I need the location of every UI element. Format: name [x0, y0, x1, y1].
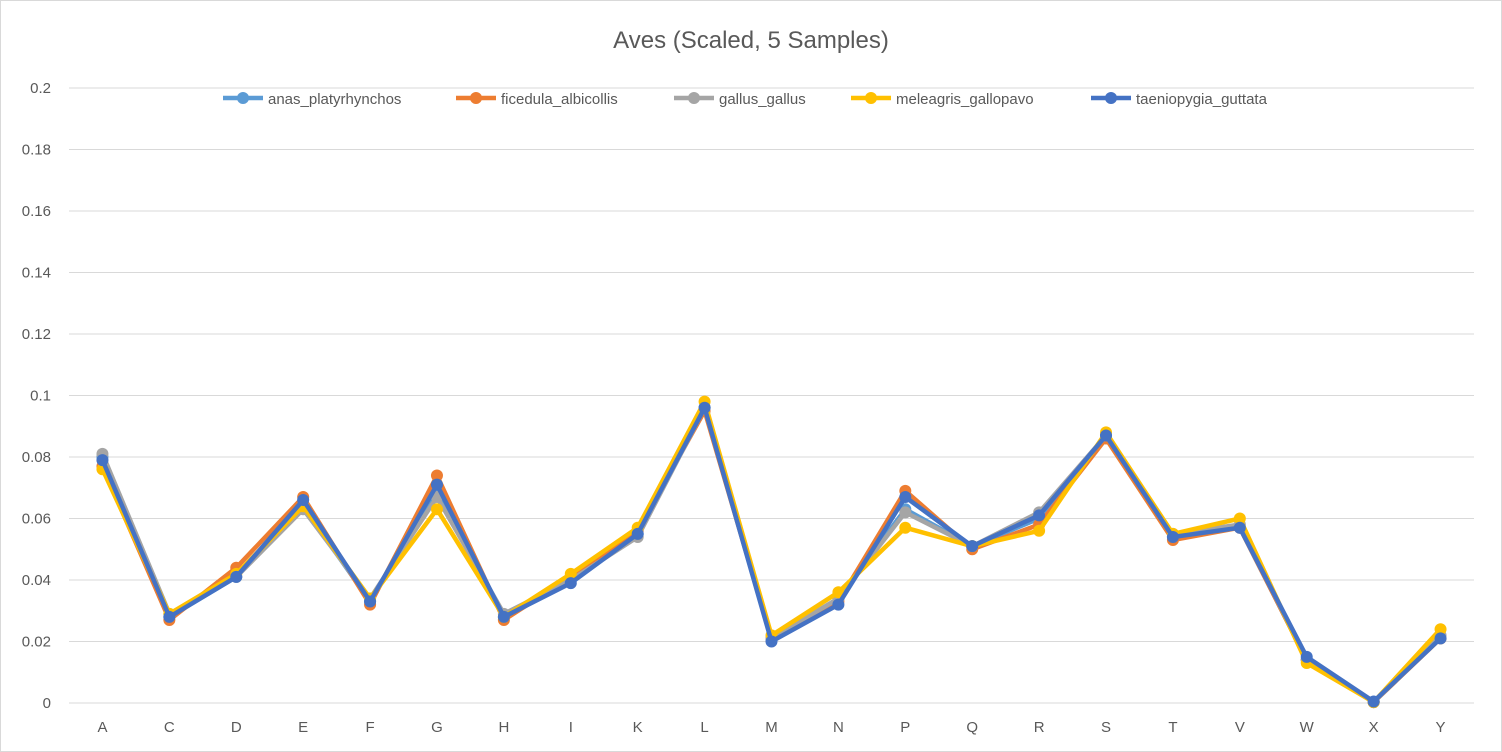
data-point [364, 595, 377, 608]
data-point [1434, 632, 1447, 645]
legend-label: ficedula_albicollis [501, 91, 618, 108]
data-point [1033, 509, 1046, 522]
y-tick-label: 0.06 [22, 511, 51, 528]
x-tick-label: D [231, 719, 242, 736]
x-tick-label: G [431, 719, 443, 736]
y-tick-label: 0.12 [22, 326, 51, 343]
y-tick-label: 0.1 [30, 388, 51, 405]
x-tick-label: K [633, 719, 643, 736]
x-tick-label: C [164, 719, 175, 736]
y-tick-label: 0.02 [22, 634, 51, 651]
x-tick-label: X [1369, 719, 1379, 736]
x-tick-label: W [1300, 719, 1315, 736]
data-point [631, 527, 644, 540]
series-taeniopygia_guttata [96, 401, 1447, 708]
y-tick-label: 0.16 [22, 203, 51, 220]
data-point [1367, 695, 1380, 708]
legend-label: anas_platyrhynchos [268, 91, 401, 108]
data-point [430, 469, 443, 482]
data-point [297, 494, 310, 507]
y-tick-label: 0.18 [22, 142, 51, 159]
y-tick-label: 0.2 [30, 80, 51, 97]
y-tick-label: 0.04 [22, 572, 51, 589]
legend-point-marker [470, 92, 482, 104]
x-tick-label: H [498, 719, 509, 736]
legend-point-marker [865, 92, 877, 104]
x-tick-label: P [900, 719, 910, 736]
gridlines [69, 87, 1474, 704]
legend-entry: ficedula_albicollis [456, 91, 618, 108]
data-point [698, 401, 711, 414]
x-tick-label: M [765, 719, 778, 736]
y-tick-label: 0 [43, 695, 51, 712]
legend-entry: meleagris_gallopavo [851, 91, 1034, 108]
legend-point-marker [237, 92, 249, 104]
data-point [430, 503, 443, 516]
series-line [100, 399, 1443, 705]
legend-entry: taeniopygia_guttata [1091, 91, 1268, 108]
chart-title: Aves (Scaled, 5 Samples) [613, 27, 889, 54]
data-point [1100, 429, 1113, 442]
x-tick-label: Y [1436, 719, 1446, 736]
series-line [100, 405, 1443, 705]
series-line [100, 405, 1443, 705]
data-point [1300, 650, 1313, 663]
legend-label: meleagris_gallopavo [896, 91, 1034, 108]
data-point [966, 540, 979, 553]
series-ficedula_albicollis [96, 404, 1447, 709]
legend-point-marker [1105, 92, 1117, 104]
legend-entry: anas_platyrhynchos [223, 91, 401, 108]
data-point [430, 478, 443, 491]
data-point [564, 577, 577, 590]
series-gallus_gallus [96, 401, 1447, 709]
data-point [899, 521, 912, 534]
y-tick-label: 0.08 [22, 449, 51, 466]
series-line [100, 405, 1443, 704]
data-point [1233, 512, 1246, 525]
data-point [899, 506, 912, 519]
x-tick-label: F [365, 719, 374, 736]
legend: anas_platyrhynchos ficedula_albicollis gal… [223, 91, 1268, 108]
data-point [899, 490, 912, 503]
legend-label: taeniopygia_guttata [1136, 91, 1268, 108]
legend-entry: gallus_gallus [674, 91, 806, 108]
y-tick-label: 0.14 [22, 265, 51, 282]
data-point [230, 570, 243, 583]
data-point [163, 610, 176, 623]
x-tick-label: S [1101, 719, 1111, 736]
x-tick-label: E [298, 719, 308, 736]
x-tick-label: R [1034, 719, 1045, 736]
data-point [564, 567, 577, 580]
x-tick-label: I [569, 719, 573, 736]
series-layer [96, 395, 1447, 709]
x-tick-label: L [700, 719, 708, 736]
data-point [1233, 521, 1246, 534]
data-point [1033, 524, 1046, 537]
x-tick-label: Q [966, 719, 978, 736]
series-meleagris_gallopavo [96, 395, 1447, 709]
data-point [832, 586, 845, 599]
series-anas_platyrhynchos [96, 401, 1447, 709]
legend-label: gallus_gallus [719, 91, 806, 108]
x-tick-label: N [833, 719, 844, 736]
data-point [1434, 623, 1447, 636]
x-tick-label: V [1235, 719, 1245, 736]
x-tick-label: T [1168, 719, 1177, 736]
data-point [497, 610, 510, 623]
data-point [96, 454, 109, 467]
y-axis-tick-labels: 0 0.02 0.04 0.06 0.08 0.1 0.12 0.14 0.16 0.18 0.2 [22, 80, 51, 712]
data-point [765, 635, 778, 648]
legend-point-marker [688, 92, 700, 104]
data-point [1166, 530, 1179, 543]
x-tick-label: A [97, 719, 107, 736]
series-line [100, 408, 1443, 705]
data-point [832, 598, 845, 611]
